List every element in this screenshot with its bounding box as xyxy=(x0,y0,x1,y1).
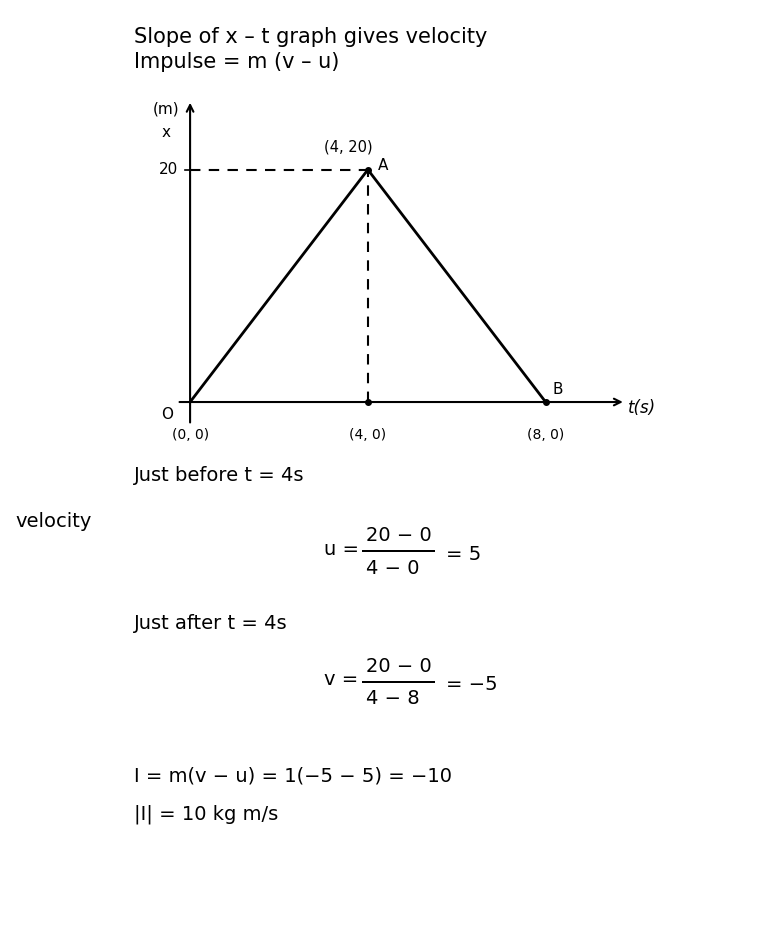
Text: = 5: = 5 xyxy=(446,545,481,564)
Text: |I| = 10 kg m/s: |I| = 10 kg m/s xyxy=(134,804,278,823)
Text: (m): (m) xyxy=(153,102,179,117)
Text: (4, 20): (4, 20) xyxy=(324,140,372,154)
Text: t(s): t(s) xyxy=(628,399,656,417)
Text: 20 − 0: 20 − 0 xyxy=(366,657,432,676)
Text: = −5: = −5 xyxy=(446,675,498,694)
Text: B: B xyxy=(552,382,563,397)
Text: 20: 20 xyxy=(159,162,178,177)
Text: x: x xyxy=(161,125,170,140)
Text: 4 − 0: 4 − 0 xyxy=(366,559,420,578)
Text: velocity: velocity xyxy=(15,512,92,531)
Text: O: O xyxy=(161,407,173,422)
Text: Slope of x – t graph gives velocity: Slope of x – t graph gives velocity xyxy=(134,27,487,47)
Text: 4 − 8: 4 − 8 xyxy=(366,689,420,708)
Text: (4, 0): (4, 0) xyxy=(349,427,386,442)
Text: (8, 0): (8, 0) xyxy=(527,427,565,442)
Text: Just after t = 4s: Just after t = 4s xyxy=(134,614,287,633)
Text: Impulse = m (v – u): Impulse = m (v – u) xyxy=(134,52,339,72)
Text: I = m(v − u) = 1(−5 − 5) = −10: I = m(v − u) = 1(−5 − 5) = −10 xyxy=(134,766,452,785)
Text: v =: v = xyxy=(324,670,359,689)
Text: (0, 0): (0, 0) xyxy=(172,427,208,442)
Text: Just before t = 4s: Just before t = 4s xyxy=(134,466,304,486)
Text: A: A xyxy=(378,157,388,172)
Text: u =: u = xyxy=(324,540,359,559)
Text: 20 − 0: 20 − 0 xyxy=(366,526,432,545)
